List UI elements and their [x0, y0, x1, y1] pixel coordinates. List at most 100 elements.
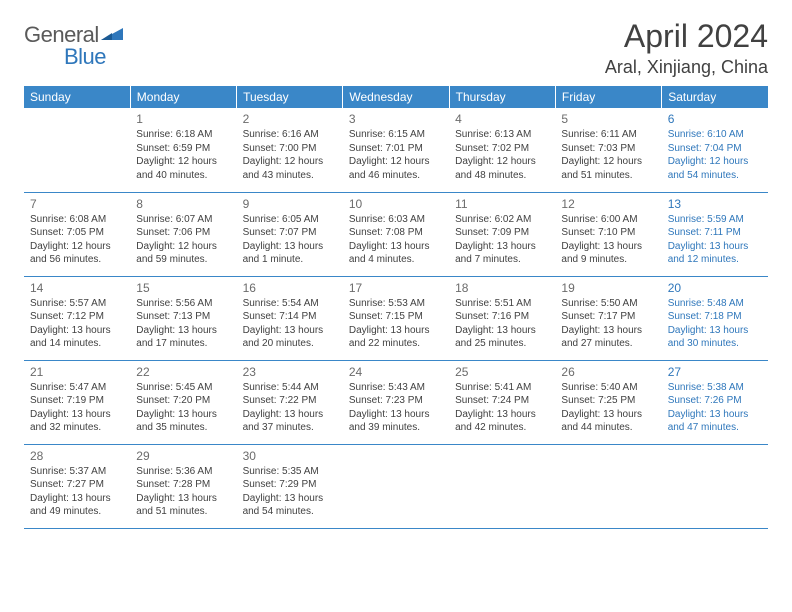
day-number: 19: [561, 280, 655, 296]
day-cell: 4Sunrise: 6:13 AMSunset: 7:02 PMDaylight…: [449, 108, 555, 192]
dayname-friday: Friday: [555, 86, 661, 108]
sunrise-text: Sunrise: 6:15 AM: [349, 128, 443, 142]
calendar-table: SundayMondayTuesdayWednesdayThursdayFrid…: [24, 86, 768, 529]
daylight-text: and 17 minutes.: [136, 337, 230, 351]
daylight-text: and 37 minutes.: [243, 421, 337, 435]
sunset-text: Sunset: 7:00 PM: [243, 142, 337, 156]
day-cell: 22Sunrise: 5:45 AMSunset: 7:20 PMDayligh…: [130, 360, 236, 444]
day-number: 18: [455, 280, 549, 296]
sunrise-text: Sunrise: 5:47 AM: [30, 381, 124, 395]
sunrise-text: Sunrise: 5:43 AM: [349, 381, 443, 395]
sunset-text: Sunset: 7:09 PM: [455, 226, 549, 240]
sunset-text: Sunset: 7:12 PM: [30, 310, 124, 324]
day-cell: 6Sunrise: 6:10 AMSunset: 7:04 PMDaylight…: [662, 108, 768, 192]
day-number: 20: [668, 280, 762, 296]
daylight-text: and 44 minutes.: [561, 421, 655, 435]
daylight-text: and 4 minutes.: [349, 253, 443, 267]
dayname-monday: Monday: [130, 86, 236, 108]
sunset-text: Sunset: 7:14 PM: [243, 310, 337, 324]
day-number: 28: [30, 448, 124, 464]
daylight-text: and 30 minutes.: [668, 337, 762, 351]
daylight-text: and 47 minutes.: [668, 421, 762, 435]
daylight-text: Daylight: 13 hours: [136, 408, 230, 422]
empty-cell: [555, 444, 661, 528]
daylight-text: Daylight: 13 hours: [455, 408, 549, 422]
sunrise-text: Sunrise: 6:16 AM: [243, 128, 337, 142]
daylight-text: and 39 minutes.: [349, 421, 443, 435]
sunset-text: Sunset: 7:13 PM: [136, 310, 230, 324]
day-number: 8: [136, 196, 230, 212]
day-cell: 23Sunrise: 5:44 AMSunset: 7:22 PMDayligh…: [237, 360, 343, 444]
day-cell: 26Sunrise: 5:40 AMSunset: 7:25 PMDayligh…: [555, 360, 661, 444]
sunset-text: Sunset: 7:29 PM: [243, 478, 337, 492]
day-cell: 24Sunrise: 5:43 AMSunset: 7:23 PMDayligh…: [343, 360, 449, 444]
month-title: April 2024: [605, 18, 768, 55]
daylight-text: Daylight: 12 hours: [136, 240, 230, 254]
daylight-text: Daylight: 13 hours: [243, 492, 337, 506]
day-cell: 25Sunrise: 5:41 AMSunset: 7:24 PMDayligh…: [449, 360, 555, 444]
dayname-sunday: Sunday: [24, 86, 130, 108]
day-cell: 2Sunrise: 6:16 AMSunset: 7:00 PMDaylight…: [237, 108, 343, 192]
day-number: 10: [349, 196, 443, 212]
sunrise-text: Sunrise: 5:56 AM: [136, 297, 230, 311]
daylight-text: and 35 minutes.: [136, 421, 230, 435]
sunrise-text: Sunrise: 5:45 AM: [136, 381, 230, 395]
sunrise-text: Sunrise: 5:53 AM: [349, 297, 443, 311]
day-cell: 9Sunrise: 6:05 AMSunset: 7:07 PMDaylight…: [237, 192, 343, 276]
daylight-text: Daylight: 12 hours: [349, 155, 443, 169]
day-cell: 29Sunrise: 5:36 AMSunset: 7:28 PMDayligh…: [130, 444, 236, 528]
day-number: 29: [136, 448, 230, 464]
day-cell: 8Sunrise: 6:07 AMSunset: 7:06 PMDaylight…: [130, 192, 236, 276]
sunset-text: Sunset: 7:15 PM: [349, 310, 443, 324]
sunrise-text: Sunrise: 5:41 AM: [455, 381, 549, 395]
daylight-text: Daylight: 13 hours: [668, 240, 762, 254]
daylight-text: and 1 minute.: [243, 253, 337, 267]
day-number: 30: [243, 448, 337, 464]
daylight-text: Daylight: 13 hours: [136, 324, 230, 338]
sunrise-text: Sunrise: 6:00 AM: [561, 213, 655, 227]
sunset-text: Sunset: 7:02 PM: [455, 142, 549, 156]
dayname-wednesday: Wednesday: [343, 86, 449, 108]
day-cell: 14Sunrise: 5:57 AMSunset: 7:12 PMDayligh…: [24, 276, 130, 360]
daylight-text: and 20 minutes.: [243, 337, 337, 351]
day-cell: 5Sunrise: 6:11 AMSunset: 7:03 PMDaylight…: [555, 108, 661, 192]
day-cell: 30Sunrise: 5:35 AMSunset: 7:29 PMDayligh…: [237, 444, 343, 528]
day-number: 7: [30, 196, 124, 212]
daylight-text: Daylight: 13 hours: [668, 408, 762, 422]
week-row: 28Sunrise: 5:37 AMSunset: 7:27 PMDayligh…: [24, 444, 768, 528]
daylight-text: and 9 minutes.: [561, 253, 655, 267]
day-cell: 20Sunrise: 5:48 AMSunset: 7:18 PMDayligh…: [662, 276, 768, 360]
daylight-text: Daylight: 12 hours: [455, 155, 549, 169]
day-number: 25: [455, 364, 549, 380]
sunrise-text: Sunrise: 6:13 AM: [455, 128, 549, 142]
sunset-text: Sunset: 6:59 PM: [136, 142, 230, 156]
day-number: 4: [455, 111, 549, 127]
daylight-text: and 7 minutes.: [455, 253, 549, 267]
day-cell: 27Sunrise: 5:38 AMSunset: 7:26 PMDayligh…: [662, 360, 768, 444]
sunset-text: Sunset: 7:19 PM: [30, 394, 124, 408]
daylight-text: and 48 minutes.: [455, 169, 549, 183]
day-number: 17: [349, 280, 443, 296]
day-number: 15: [136, 280, 230, 296]
week-row: 7Sunrise: 6:08 AMSunset: 7:05 PMDaylight…: [24, 192, 768, 276]
sunrise-text: Sunrise: 5:51 AM: [455, 297, 549, 311]
daylight-text: and 25 minutes.: [455, 337, 549, 351]
sunset-text: Sunset: 7:25 PM: [561, 394, 655, 408]
logo-triangle-icon: [101, 26, 123, 44]
sunrise-text: Sunrise: 5:37 AM: [30, 465, 124, 479]
day-cell: 13Sunrise: 5:59 AMSunset: 7:11 PMDayligh…: [662, 192, 768, 276]
day-cell: 12Sunrise: 6:00 AMSunset: 7:10 PMDayligh…: [555, 192, 661, 276]
day-cell: 7Sunrise: 6:08 AMSunset: 7:05 PMDaylight…: [24, 192, 130, 276]
daylight-text: Daylight: 13 hours: [349, 240, 443, 254]
sunrise-text: Sunrise: 6:10 AM: [668, 128, 762, 142]
daylight-text: Daylight: 13 hours: [561, 240, 655, 254]
day-number: 1: [136, 111, 230, 127]
day-number: 13: [668, 196, 762, 212]
empty-cell: [662, 444, 768, 528]
sunset-text: Sunset: 7:23 PM: [349, 394, 443, 408]
day-cell: 16Sunrise: 5:54 AMSunset: 7:14 PMDayligh…: [237, 276, 343, 360]
dayname-tuesday: Tuesday: [237, 86, 343, 108]
day-cell: 15Sunrise: 5:56 AMSunset: 7:13 PMDayligh…: [130, 276, 236, 360]
day-cell: 1Sunrise: 6:18 AMSunset: 6:59 PMDaylight…: [130, 108, 236, 192]
daylight-text: Daylight: 13 hours: [455, 324, 549, 338]
